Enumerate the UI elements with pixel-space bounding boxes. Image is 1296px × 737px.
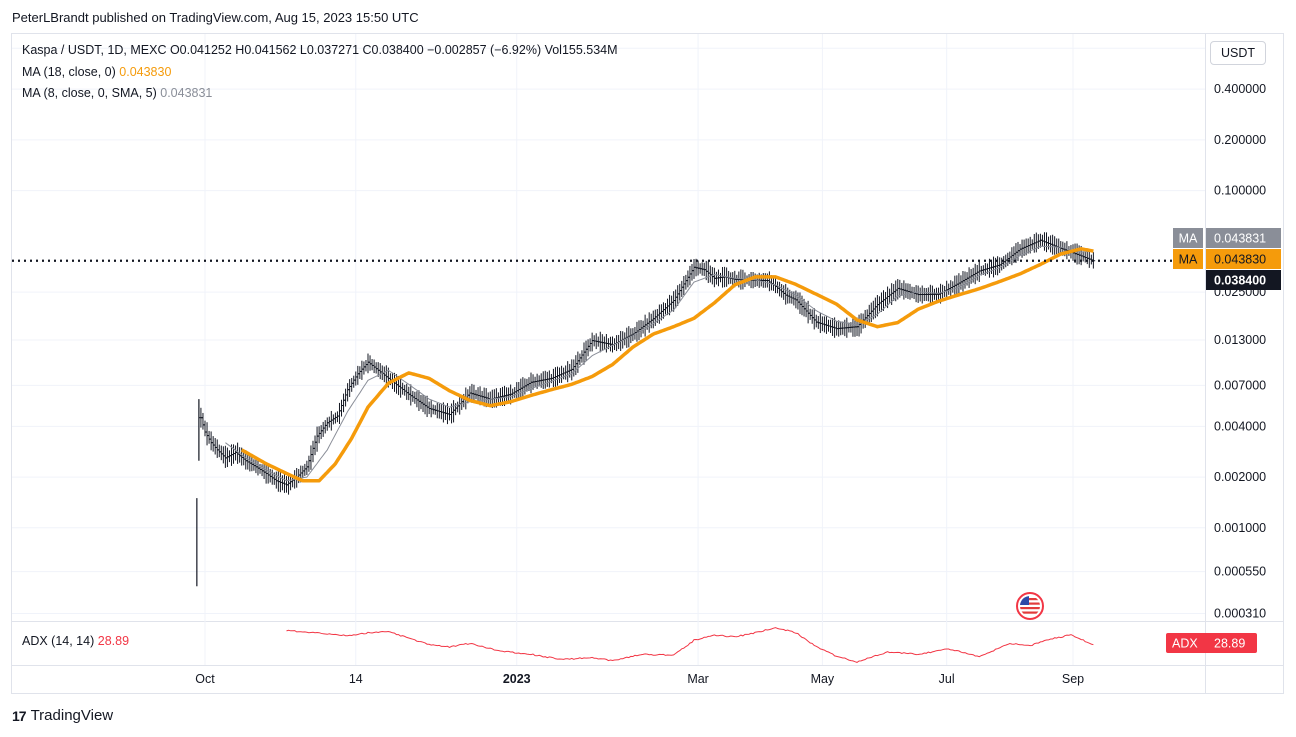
last-price-badge-value: 0.038400 [1214, 274, 1266, 288]
ma18-badge-tag: MA [1179, 253, 1198, 267]
ma18-line [240, 247, 1094, 483]
x-axis-labels: Oct 14 2023 Mar May Jul Sep [195, 672, 1084, 686]
ma18-badge-tag-bg [1173, 249, 1203, 269]
chart-grid [12, 34, 1283, 694]
ma18-legend-value: 0.043830 [119, 65, 172, 79]
x-tick-label: 14 [349, 672, 363, 686]
brand-name: TradingView [30, 707, 114, 724]
ma8-line [225, 245, 1094, 482]
y-tick-label: 0.400000 [1214, 82, 1266, 96]
price-candles [196, 232, 1096, 587]
x-tick-label: Sep [1062, 672, 1084, 686]
us-flag-icon[interactable] [1016, 592, 1044, 620]
footer-brand[interactable]: 17 TradingView [12, 707, 113, 724]
tradingview-logo-icon: 17 [12, 707, 27, 724]
y-tick-label: 0.002000 [1214, 470, 1266, 484]
adx-legend[interactable]: ADX (14, 14) 28.89 [22, 634, 129, 648]
adx-legend-value: 28.89 [97, 634, 130, 648]
y-tick-label: 0.001000 [1214, 521, 1266, 535]
y-tick-label: 0.100000 [1214, 184, 1266, 198]
symbol-legend: Kaspa / USDT, 1D, MEXC O0.041252 H0.0415… [22, 43, 618, 57]
publisher-line: PeterLBrandt published on TradingView.co… [12, 10, 419, 25]
ma8-legend-label: MA (8, close, 0, SMA, 5) [22, 86, 157, 100]
last-price-badge-value-bg [1206, 270, 1281, 290]
adx-line [286, 627, 1094, 663]
x-tick-label: May [811, 672, 835, 686]
adx-badge-tag: ADX [1172, 637, 1198, 651]
adx-badge-value: 28.89 [1214, 637, 1245, 651]
ma18-legend-label: MA (18, close, 0) [22, 65, 116, 79]
y-axis-labels: 0.7000000.4000000.2000000.1000000.025000… [1214, 41, 1266, 620]
y-tick-label: 0.000550 [1214, 565, 1266, 579]
ma8-legend-value: 0.043831 [160, 86, 213, 100]
y-tick-label: 0.200000 [1214, 133, 1266, 147]
ma18-badge-value: 0.043830 [1214, 253, 1266, 267]
chart-frame [11, 33, 1284, 694]
ma8-legend[interactable]: MA (8, close, 0, SMA, 5) 0.043831 [22, 86, 212, 100]
x-tick-label: Jul [939, 672, 955, 686]
x-tick-label: Oct [195, 672, 215, 686]
x-tick-label: Mar [687, 672, 709, 686]
adx-badge-bg [1166, 633, 1257, 653]
adx-legend-label: ADX (14, 14) [22, 634, 95, 648]
ma8-badge-value-bg [1206, 228, 1281, 248]
y-tick-label: 0.007000 [1214, 378, 1266, 392]
ma18-badge-value-bg [1206, 249, 1281, 269]
y-tick-label: 0.000310 [1214, 607, 1266, 621]
ma18-legend[interactable]: MA (18, close, 0) 0.043830 [22, 65, 171, 79]
adx-pane [286, 627, 1094, 663]
ma8-badge-tag-bg [1173, 228, 1203, 248]
y-tick-label: 0.013000 [1214, 333, 1266, 347]
y-tick-label: 0.004000 [1214, 419, 1266, 433]
price-badges: MA 0.043831 MA 0.043830 0.038400 ADX 28.89 [1166, 228, 1281, 653]
currency-button[interactable]: USDT [1210, 41, 1266, 65]
x-tick-label: 2023 [503, 672, 531, 686]
ma-lines [12, 245, 1205, 483]
ma8-badge-value: 0.043831 [1214, 232, 1266, 246]
ma8-badge-tag: MA [1179, 232, 1198, 246]
